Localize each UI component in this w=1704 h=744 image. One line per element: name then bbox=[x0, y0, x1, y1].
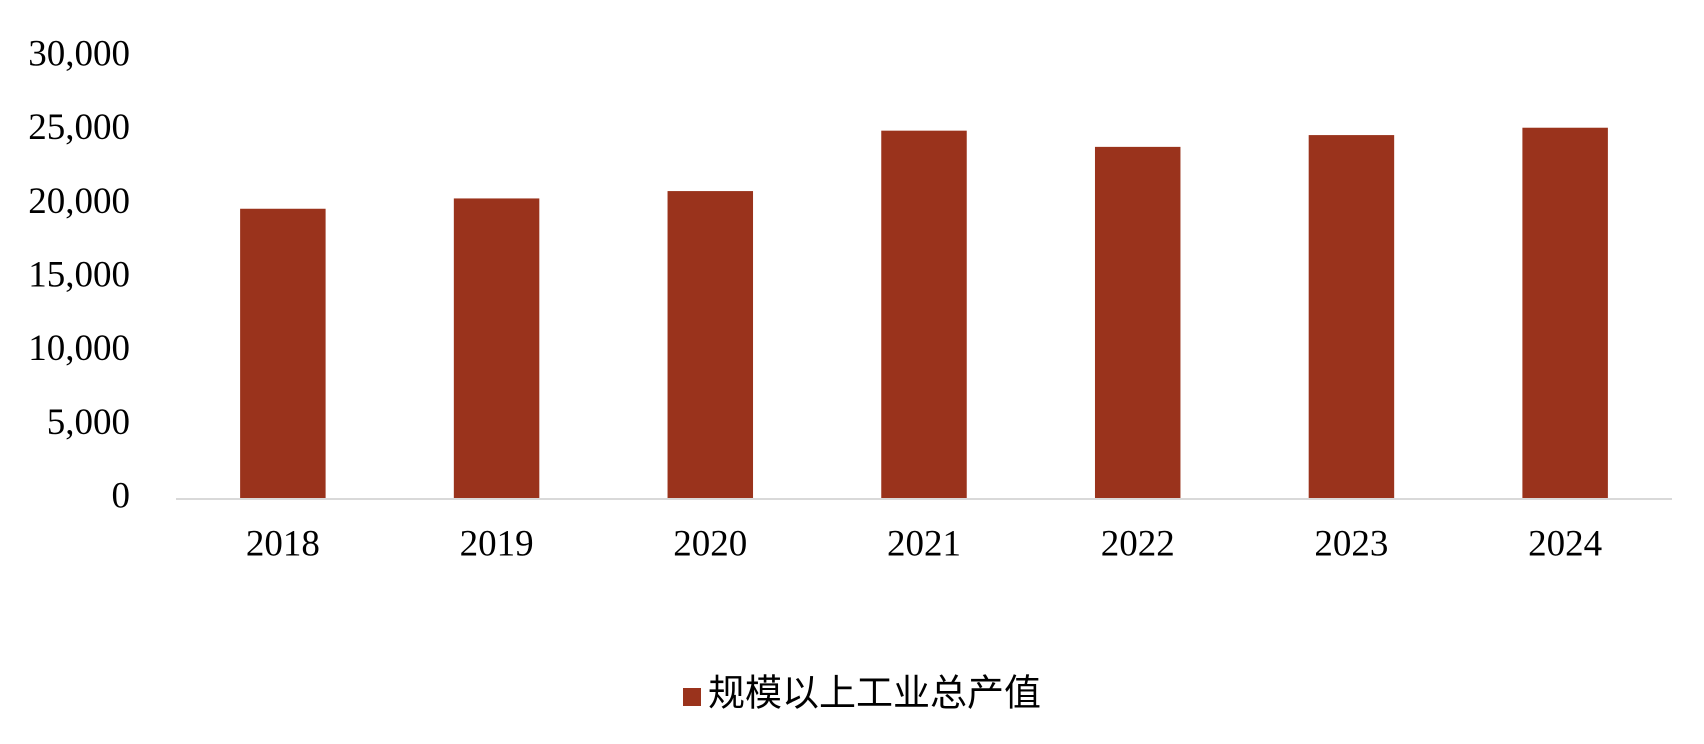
y-tick-label: 20,000 bbox=[28, 181, 130, 222]
y-tick-label: 0 bbox=[112, 475, 131, 516]
y-tick-label: 25,000 bbox=[28, 107, 130, 148]
bar bbox=[667, 191, 754, 499]
bar bbox=[453, 198, 540, 499]
x-tick-label: 2019 bbox=[460, 523, 534, 564]
y-tick-label: 5,000 bbox=[47, 402, 130, 443]
legend-label: 规模以上工业总产值 bbox=[708, 672, 1041, 714]
bar bbox=[881, 130, 967, 499]
x-tick-label: 2018 bbox=[246, 523, 320, 564]
y-tick-label: 10,000 bbox=[28, 328, 130, 369]
x-tick-label: 2020 bbox=[673, 523, 747, 564]
bar bbox=[240, 208, 326, 499]
x-tick-label: 2023 bbox=[1314, 523, 1388, 564]
bar bbox=[1094, 146, 1181, 499]
y-tick-label: 30,000 bbox=[28, 33, 130, 74]
x-tick-label: 2022 bbox=[1101, 523, 1175, 564]
legend-swatch bbox=[683, 688, 701, 706]
x-tick-label: 2021 bbox=[887, 523, 961, 564]
x-tick-label: 2024 bbox=[1528, 523, 1602, 564]
bar bbox=[1522, 127, 1608, 499]
y-tick-label: 15,000 bbox=[28, 254, 130, 295]
bar bbox=[1308, 135, 1395, 499]
